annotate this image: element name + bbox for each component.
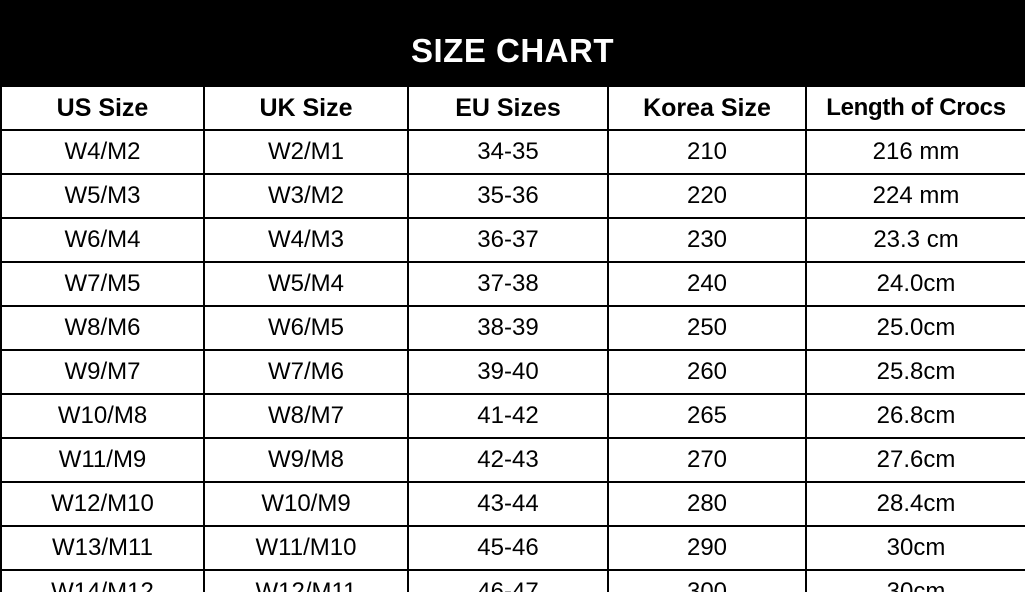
cell-korea: 210	[607, 129, 807, 175]
cell-korea: 290	[607, 525, 807, 571]
column-header-us: US Size	[0, 85, 205, 131]
table-row: W11/M9 W9/M8 42-43 270 27.6cm	[0, 437, 1025, 483]
cell-length: 28.4cm	[805, 481, 1025, 527]
cell-eu: 46-47	[407, 569, 609, 592]
cell-length: 224 mm	[805, 173, 1025, 219]
cell-us: W13/M11	[0, 525, 205, 571]
cell-uk: W6/M5	[203, 305, 409, 351]
cell-eu: 45-46	[407, 525, 609, 571]
table-header-row: US Size UK Size EU Sizes Korea Size Length o…	[0, 85, 1025, 131]
table-row: W5/M3 W3/M2 35-36 220 224 mm	[0, 173, 1025, 219]
cell-eu: 37-38	[407, 261, 609, 307]
cell-uk: W4/M3	[203, 217, 409, 263]
cell-length: 23.3 cm	[805, 217, 1025, 263]
table-row: W4/M2 W2/M1 34-35 210 216 mm	[0, 129, 1025, 175]
cell-korea: 280	[607, 481, 807, 527]
table-row: W14/M12 W12/M11 46-47 300 30cm	[0, 569, 1025, 592]
cell-uk: W5/M4	[203, 261, 409, 307]
cell-length: 26.8cm	[805, 393, 1025, 439]
cell-us: W12/M10	[0, 481, 205, 527]
cell-korea: 240	[607, 261, 807, 307]
cell-length: 24.0cm	[805, 261, 1025, 307]
cell-us: W11/M9	[0, 437, 205, 483]
cell-eu: 38-39	[407, 305, 609, 351]
cell-uk: W8/M7	[203, 393, 409, 439]
cell-us: W9/M7	[0, 349, 205, 395]
cell-eu: 39-40	[407, 349, 609, 395]
cell-uk: W7/M6	[203, 349, 409, 395]
cell-uk: W3/M2	[203, 173, 409, 219]
cell-us: W5/M3	[0, 173, 205, 219]
cell-uk: W10/M9	[203, 481, 409, 527]
table-row: W7/M5 W5/M4 37-38 240 24.0cm	[0, 261, 1025, 307]
cell-length: 30cm	[805, 569, 1025, 592]
cell-uk: W9/M8	[203, 437, 409, 483]
cell-eu: 35-36	[407, 173, 609, 219]
cell-length: 30cm	[805, 525, 1025, 571]
cell-uk: W11/M10	[203, 525, 409, 571]
column-header-uk: UK Size	[203, 85, 409, 131]
table-header: US Size UK Size EU Sizes Korea Size Length o…	[0, 85, 1025, 131]
table-row: W10/M8 W8/M7 41-42 265 26.8cm	[0, 393, 1025, 439]
cell-eu: 43-44	[407, 481, 609, 527]
cell-korea: 300	[607, 569, 807, 592]
cell-length: 25.0cm	[805, 305, 1025, 351]
cell-us: W4/M2	[0, 129, 205, 175]
page-title: SIZE CHART	[411, 32, 614, 69]
size-chart-table: US Size UK Size EU Sizes Korea Size Length o…	[0, 85, 1025, 592]
table-body: W4/M2 W2/M1 34-35 210 216 mm W5/M3 W3/M2 35-36 2…	[0, 129, 1025, 592]
cell-korea: 250	[607, 305, 807, 351]
column-header-length: Length of Crocs	[805, 85, 1025, 131]
cell-korea: 220	[607, 173, 807, 219]
cell-length: 25.8cm	[805, 349, 1025, 395]
cell-eu: 36-37	[407, 217, 609, 263]
cell-uk: W2/M1	[203, 129, 409, 175]
cell-korea: 230	[607, 217, 807, 263]
cell-eu: 34-35	[407, 129, 609, 175]
cell-us: W10/M8	[0, 393, 205, 439]
table-row: W9/M7 W7/M6 39-40 260 25.8cm	[0, 349, 1025, 395]
table-row: W6/M4 W4/M3 36-37 230 23.3 cm	[0, 217, 1025, 263]
table-row: W12/M10 W10/M9 43-44 280 28.4cm	[0, 481, 1025, 527]
cell-korea: 265	[607, 393, 807, 439]
title-banner: SIZE CHART	[0, 0, 1025, 85]
cell-length: 27.6cm	[805, 437, 1025, 483]
cell-eu: 42-43	[407, 437, 609, 483]
cell-us: W6/M4	[0, 217, 205, 263]
table-row: W13/M11 W11/M10 45-46 290 30cm	[0, 525, 1025, 571]
cell-eu: 41-42	[407, 393, 609, 439]
column-header-eu: EU Sizes	[407, 85, 609, 131]
column-header-korea: Korea Size	[607, 85, 807, 131]
cell-us: W7/M5	[0, 261, 205, 307]
cell-us: W14/M12	[0, 569, 205, 592]
cell-uk: W12/M11	[203, 569, 409, 592]
cell-us: W8/M6	[0, 305, 205, 351]
cell-length: 216 mm	[805, 129, 1025, 175]
cell-korea: 260	[607, 349, 807, 395]
table-row: W8/M6 W6/M5 38-39 250 25.0cm	[0, 305, 1025, 351]
cell-korea: 270	[607, 437, 807, 483]
